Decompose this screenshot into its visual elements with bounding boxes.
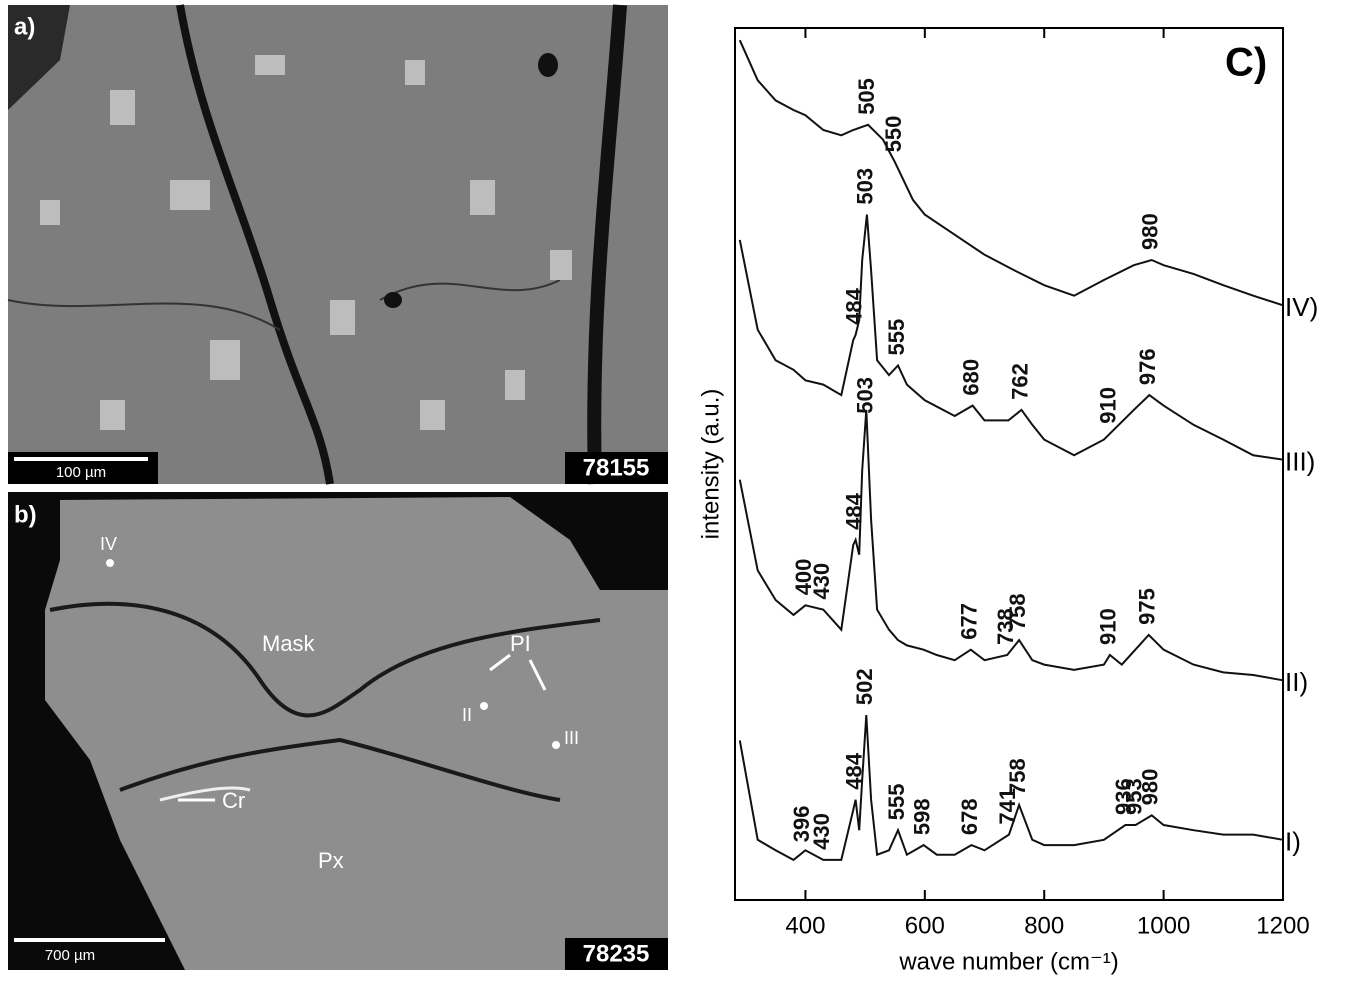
peak-label: 484 [841,287,866,324]
x-tick-label: 1200 [1256,912,1309,939]
x-axis-label: wave number (cm⁻¹) [898,948,1118,975]
annotations: IV Mask PI II III Cr Px [100,534,579,873]
spot-label: IV [100,534,117,554]
peak-label: 505 [854,78,879,115]
region-label: Mask [262,631,316,656]
peak-label: 910 [1096,608,1121,645]
series-label: I) [1285,827,1301,857]
series-label: II) [1285,667,1308,697]
spectrum [738,409,1284,682]
panel-label: b) [14,501,37,528]
panel-label: a) [14,13,35,40]
mineral-label: Px [318,848,344,873]
peak-label: 598 [909,798,934,835]
scale-label: 100 µm [56,464,106,481]
series-label: IV) [1285,292,1318,322]
peak-label: 502 [852,668,877,705]
peak-label: 484 [841,752,866,789]
crack [7,279,561,331]
peak-label: 976 [1135,348,1160,385]
x-tick-label: 400 [785,912,825,939]
peak-label: 555 [884,783,909,820]
peak-label: 762 [1007,363,1032,400]
peak-label: 430 [809,813,834,850]
spot-label: II [462,705,472,725]
scale-label: 700 µm [45,947,95,964]
spectrum [738,214,1284,461]
peak-label: 396 [789,805,814,842]
crack [587,4,627,485]
series-label: III) [1285,447,1315,477]
peak-label: 975 [1135,588,1160,625]
panel-b: IV Mask PI II III Cr Px 700 µm 78235 b) [8,492,668,970]
x-tick-label: 600 [905,912,945,939]
spots [106,559,560,749]
peak-label: 980 [1138,213,1163,250]
x-tick-label: 1000 [1137,912,1190,939]
arrows [178,653,547,802]
peak-label: 503 [853,377,878,414]
peak-label: 741 [995,788,1020,825]
peak-label: 430 [809,563,834,600]
peak-label: 677 [957,603,982,640]
peak-label: 503 [853,168,878,205]
dark-region [8,5,70,110]
peak-label: 738 [993,608,1018,645]
peak-label: 555 [884,319,909,356]
y-axis-label: intensity (a.u.) [697,389,724,540]
crack [176,4,334,485]
spot-label: III [564,728,579,748]
plot-frame [734,27,1284,901]
peak-label: 953 [1121,778,1146,815]
sample-id: 78235 [583,940,650,967]
pore [384,292,402,308]
peak-label: 910 [1096,387,1121,424]
sample-id: 78155 [583,454,650,481]
peak-label: 678 [957,798,982,835]
sample-box [565,452,668,484]
mineral-label: PI [510,631,531,656]
peak-label: 680 [958,359,983,396]
chart-title: C) [1225,41,1267,85]
grains [40,55,572,430]
peak-label: 980 [1138,769,1163,806]
peak-label: 758 [1005,593,1030,630]
peak-label: 400 [791,559,816,596]
peak-label: 758 [1005,758,1030,795]
sample-section [45,497,668,970]
crack [49,601,601,802]
spectrum [738,715,1284,862]
sample-box [565,938,668,970]
mineral-label: Cr [222,788,245,813]
x-tick-label: 800 [1024,912,1064,939]
panel-a: 100 µm 78155 a) [7,4,668,485]
chromite [159,786,251,802]
peak-label: 936 [1111,778,1136,815]
peak-label: 550 [881,116,906,153]
peak-label: 484 [841,492,866,529]
spectrum [738,39,1284,307]
pore [538,53,558,77]
